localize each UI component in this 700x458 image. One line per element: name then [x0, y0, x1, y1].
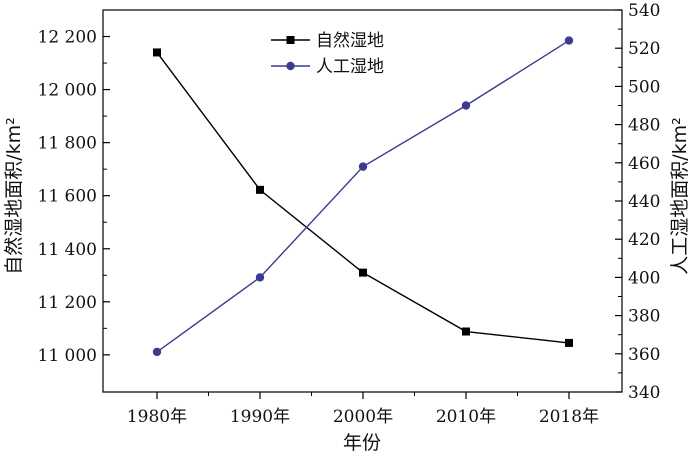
natural-wetland-point [153, 48, 161, 57]
left-y-axis-title: 自然湿地面积/km² [3, 117, 25, 275]
natural-wetland-point [359, 268, 367, 277]
left-tick-label: 12 000 [38, 81, 97, 101]
artificial-wetland-point [564, 36, 574, 45]
x-axis-title: 年份 [343, 432, 381, 454]
left-tick-label: 11 400 [38, 240, 97, 260]
artificial-wetland-point [255, 273, 265, 282]
left-tick-label: 11 200 [38, 293, 97, 313]
right-tick-label: 480 [628, 116, 660, 136]
artificial-wetland-point [152, 347, 162, 357]
legend-marker-natural-wetland [286, 36, 295, 44]
right-tick-label: 400 [628, 268, 660, 288]
artificial-wetland-series-line [156, 39, 570, 353]
left-tick-label: 11 600 [38, 187, 97, 207]
right-tick-label: 540 [628, 1, 660, 21]
right-tick-label: 360 [628, 345, 660, 365]
right-tick-label: 440 [628, 192, 660, 212]
right-y-axis-title: 人工湿地面积/km² [669, 117, 691, 275]
artificial-wetland-point [461, 101, 471, 110]
x-tick-label: 2010年 [436, 407, 496, 427]
left-tick-label: 12 200 [38, 28, 97, 48]
right-tick-label: 380 [628, 307, 660, 327]
left-tick-label: 11 000 [38, 346, 97, 366]
x-tick-label: 1990年 [230, 407, 290, 427]
natural-wetland-point [256, 185, 264, 194]
left-tick-label: 11 800 [38, 134, 97, 154]
right-tick-label: 460 [628, 154, 660, 174]
artificial-wetland-point [358, 162, 368, 171]
legend-marker-artificial-wetland [286, 61, 295, 71]
natural-wetland-point [462, 327, 470, 336]
natural-wetland-point [565, 338, 573, 347]
x-tick-label: 2018年 [539, 407, 599, 427]
right-tick-label: 420 [628, 230, 660, 250]
x-tick-label: 2000年 [333, 407, 393, 427]
legend-label-artificial-wetland: 人工湿地 [316, 57, 384, 77]
right-tick-label: 520 [628, 39, 660, 59]
legend-label-natural-wetland: 自然湿地 [316, 31, 384, 51]
right-tick-label: 340 [628, 383, 660, 403]
natural-wetland-series-line [156, 52, 570, 344]
x-tick-label: 1980年 [127, 407, 187, 427]
right-tick-label: 500 [628, 77, 660, 97]
